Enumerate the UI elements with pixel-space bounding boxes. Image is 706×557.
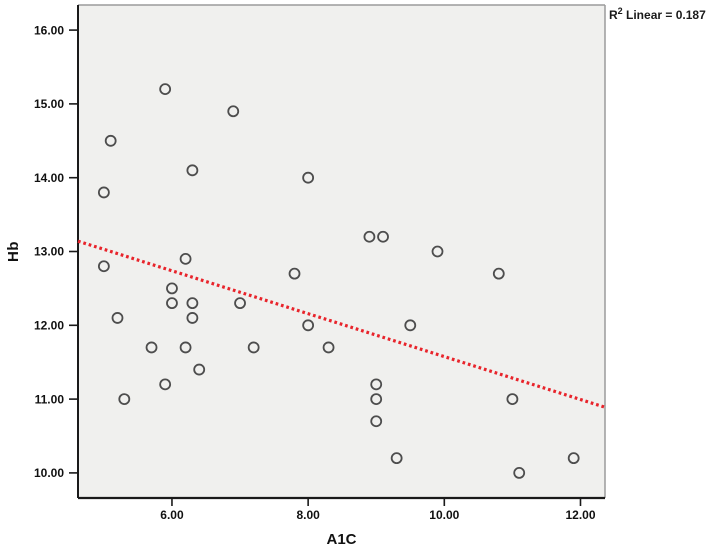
- x-axis-title: A1C: [326, 531, 357, 548]
- y-tick-label: 13.00: [34, 245, 64, 259]
- data-point: [97, 260, 110, 273]
- data-point: [370, 378, 383, 391]
- data-point: [377, 230, 389, 243]
- data-point: [404, 319, 417, 332]
- data-point: [370, 415, 383, 428]
- data-point: [186, 312, 199, 324]
- data-point: [302, 171, 315, 184]
- y-tick-label: 10.00: [34, 466, 64, 480]
- x-tick-label: 6.00: [160, 508, 184, 522]
- data-point: [104, 134, 117, 147]
- data-point: [179, 341, 192, 354]
- data-point: [186, 164, 199, 177]
- data-point: [179, 252, 192, 265]
- data-point: [288, 267, 301, 280]
- data-point: [186, 297, 199, 310]
- y-axis-title-container: Hb: [0, 5, 26, 498]
- y-tick-label: 16.00: [34, 23, 64, 37]
- data-point: [159, 83, 172, 96]
- data-point: [166, 297, 178, 310]
- data-point: [193, 363, 206, 376]
- data-point: [166, 282, 178, 295]
- regression-line: [77, 239, 606, 409]
- y-tick-label: 14.00: [34, 171, 64, 185]
- data-point: [247, 341, 260, 354]
- data-point: [227, 105, 240, 118]
- data-point: [234, 297, 246, 310]
- data-point: [390, 452, 403, 465]
- y-tick-label: 11.00: [35, 392, 65, 406]
- r-squared-superscript: 2: [617, 6, 623, 16]
- data-point: [302, 319, 315, 332]
- x-tick-label: 8.00: [296, 508, 320, 522]
- data-point: [118, 393, 131, 406]
- x-tick-label: 10.00: [429, 508, 459, 522]
- r-squared-annotation: R2 Linear = 0.187: [609, 6, 706, 23]
- r-squared-prefix: R: [609, 8, 618, 22]
- y-tick-label: 15.00: [34, 97, 64, 111]
- data-point: [159, 378, 172, 391]
- data-point: [111, 312, 124, 324]
- data-point: [97, 186, 110, 199]
- data-point: [145, 341, 158, 354]
- data-point: [492, 267, 505, 280]
- data-point: [370, 393, 383, 406]
- y-tick-label: 12.00: [34, 319, 64, 333]
- data-point: [431, 245, 444, 258]
- data-point: [567, 452, 580, 465]
- r-squared-value: Linear = 0.187: [622, 8, 706, 22]
- data-point: [513, 467, 526, 479]
- data-point: [506, 393, 519, 406]
- data-point: [322, 341, 335, 354]
- plot-background: [78, 5, 605, 498]
- x-tick-label: 12.00: [565, 508, 595, 522]
- data-point: [363, 230, 376, 243]
- y-axis-title: Hb: [4, 241, 22, 262]
